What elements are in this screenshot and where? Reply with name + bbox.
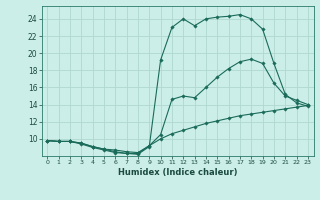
X-axis label: Humidex (Indice chaleur): Humidex (Indice chaleur) <box>118 168 237 177</box>
